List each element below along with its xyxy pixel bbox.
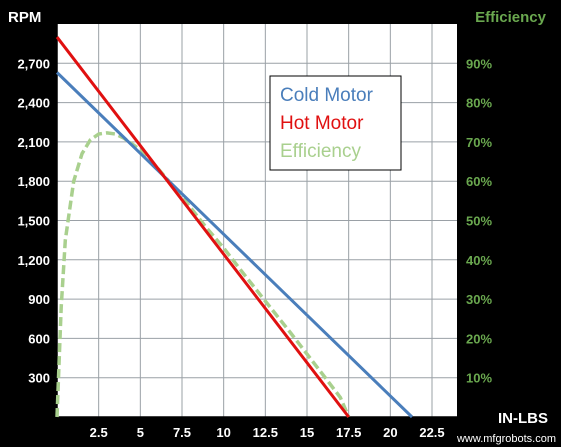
y-tick-label-8: 2,700 <box>17 56 50 71</box>
y-axis-title: RPM <box>8 9 41 26</box>
series-line-hot-motor <box>55 36 350 418</box>
x-tick-label-7: 20 <box>383 425 397 440</box>
y-tick-label-5: 1,800 <box>17 174 50 189</box>
series-group <box>55 36 414 419</box>
tick-labels: 300 600 900 1,200 1,500 1,800 2,100 2,400 2,700 1… <box>17 56 492 440</box>
legend: Cold Motor Hot Motor Efficiency <box>269 75 402 171</box>
x-tick-label-8: 22.5 <box>419 425 444 440</box>
y-tick-label-4: 1,500 <box>17 214 50 229</box>
axes <box>56 24 457 418</box>
x-tick-label-4: 12.5 <box>253 425 278 440</box>
y2-tick-label-6: 70% <box>466 135 492 150</box>
legend-entry-efficiency: Efficiency <box>280 141 361 162</box>
y2-tick-label-8: 90% <box>466 56 492 71</box>
y-tick-label-0: 300 <box>28 371 50 386</box>
legend-box <box>269 75 402 171</box>
y2-axis-title: Efficiency <box>475 9 547 26</box>
y2-tick-label-7: 80% <box>466 96 492 111</box>
x-tick-label-2: 7.5 <box>173 425 191 440</box>
y2-tick-label-5: 60% <box>466 174 492 189</box>
x-tick-label-3: 10 <box>216 425 230 440</box>
watermark: www.mfgrobots.com <box>456 433 556 445</box>
y2-tick-label-0: 10% <box>466 371 492 386</box>
y2-tick-label-1: 20% <box>466 331 492 346</box>
y-tick-label-7: 2,400 <box>17 96 50 111</box>
x-tick-label-6: 17.5 <box>336 425 361 440</box>
legend-entry-cold-motor: Cold Motor <box>280 85 374 106</box>
x-tick-label-1: 5 <box>137 425 144 440</box>
y2-tick-label-3: 40% <box>466 253 492 268</box>
y2-tick-label-2: 30% <box>466 292 492 307</box>
x-tick-label-5: 15 <box>300 425 314 440</box>
y2-tick-label-4: 50% <box>466 214 492 229</box>
y-tick-label-1: 600 <box>28 331 50 346</box>
series-line-efficiency <box>55 131 351 418</box>
y-tick-label-2: 900 <box>28 292 50 307</box>
series-line-cold-motor <box>55 71 414 419</box>
y-tick-label-3: 1,200 <box>17 253 50 268</box>
legend-entry-hot-motor: Hot Motor <box>280 113 364 134</box>
x-tick-label-0: 2.5 <box>90 425 108 440</box>
y-tick-label-6: 2,100 <box>17 135 50 150</box>
x-axis-title: IN-LBS <box>498 410 548 427</box>
